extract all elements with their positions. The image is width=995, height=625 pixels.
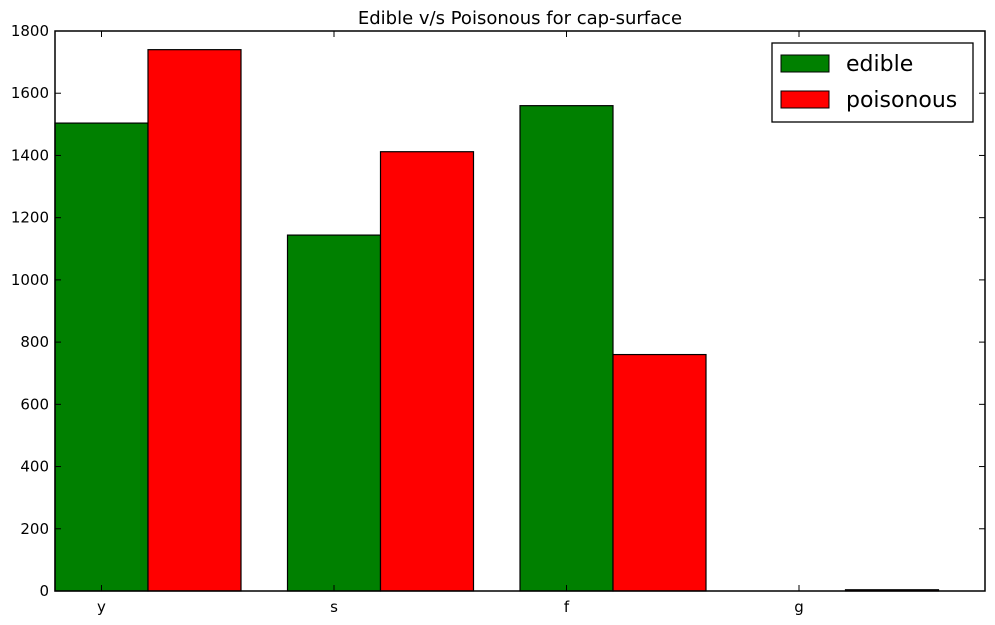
legend-label-poisonous: poisonous (846, 88, 957, 113)
y-tick-label: 200 (20, 520, 49, 538)
y-tick-label: 1800 (11, 22, 49, 40)
bar-edible-f (519, 105, 614, 592)
y-tick-label: 1000 (11, 271, 49, 289)
y-tick-label: 1200 (11, 209, 49, 227)
bar-poisonous-f (612, 353, 707, 592)
x-tick-label-s: s (330, 598, 338, 616)
y-tick-label: 1600 (11, 84, 49, 102)
legend-label-edible: edible (846, 52, 913, 77)
ticks-layer: 0 200 400 600 800 1000 1200 1400 1600 1800 y s f g (11, 22, 985, 616)
y-tick-label: 600 (20, 395, 49, 413)
x-tick-label-g: g (794, 598, 804, 616)
plot-frame (54, 30, 986, 592)
legend-swatch-poisonous (780, 90, 830, 109)
x-tick-label-f: f (564, 598, 570, 616)
legend-swatch-edible (780, 54, 830, 73)
legend: edible poisonous (771, 42, 974, 123)
x-tick-label-y: y (97, 598, 106, 616)
bar-poisonous-y (147, 49, 242, 592)
y-tick-label: 800 (20, 333, 49, 351)
bar-poisonous-s (379, 151, 475, 592)
bar-edible-s (286, 234, 382, 592)
y-tick-label: 0 (39, 582, 49, 600)
y-tick-label: 1400 (11, 146, 49, 164)
bar-edible-y (54, 122, 149, 592)
bars-layer (54, 49, 940, 592)
y-tick-label: 400 (20, 458, 49, 476)
chart-title: Edible v/s Poisonous for cap-surface (358, 8, 682, 29)
